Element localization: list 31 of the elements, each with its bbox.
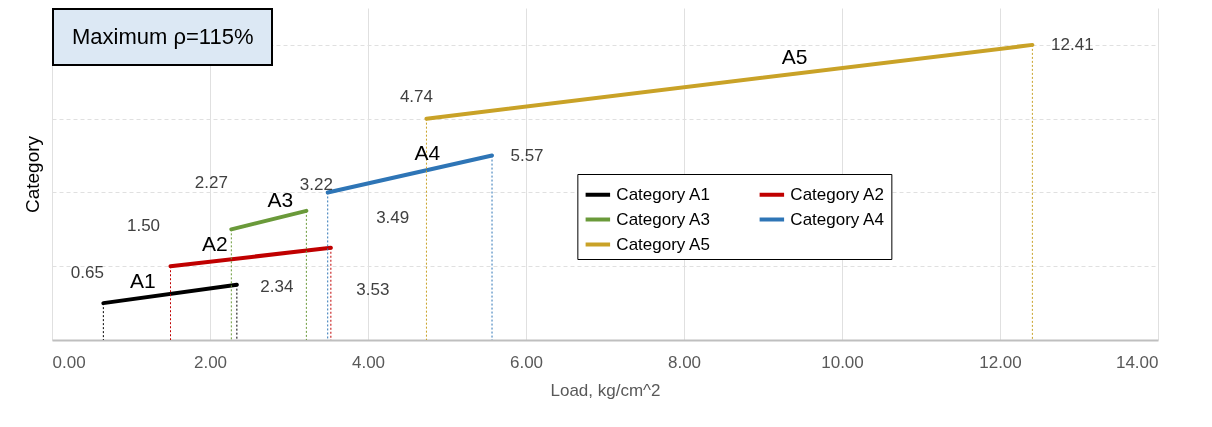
legend-label: Category A5	[616, 234, 710, 254]
x-tick-label: 12.00	[979, 352, 1022, 372]
legend-label: Category A3	[616, 209, 710, 229]
annotation: 4.74	[399, 86, 434, 106]
annotation: A1	[130, 268, 156, 292]
annotation: 5.57	[510, 145, 544, 165]
legend-label: Category A4	[790, 209, 884, 229]
legend-label: Category A2	[790, 184, 884, 204]
annotation: Maximum ρ=115%	[52, 8, 274, 66]
x-tick-label: 0.00	[52, 352, 86, 372]
annotation: 3.49	[376, 208, 410, 228]
x-tick-label: 8.00	[667, 352, 702, 372]
x-tick-label: 6.00	[509, 352, 544, 372]
annotation: A3	[267, 188, 294, 212]
x-tick-label: 2.00	[193, 352, 228, 372]
x-tick-label: 4.00	[351, 352, 386, 372]
y-axis-title: Category	[21, 135, 43, 214]
annotation: 3.53	[356, 279, 390, 299]
annotation: 2.34	[260, 276, 294, 296]
annotation: A2	[201, 232, 228, 256]
annotation: 1.50	[126, 216, 161, 236]
annotation: A5	[781, 45, 808, 69]
x-axis-title: Load, kg/cm^2	[550, 380, 661, 400]
annotation: A4	[414, 141, 441, 165]
annotation: 3.22	[299, 174, 333, 194]
annotation: 0.65	[70, 263, 104, 283]
x-tick-label: 14.00	[1115, 352, 1159, 372]
annotation: 12.41	[1051, 34, 1094, 54]
legend-label: Category A1	[616, 184, 710, 204]
x-tick-label: 10.00	[821, 352, 864, 372]
annotation: 2.27	[194, 173, 228, 193]
